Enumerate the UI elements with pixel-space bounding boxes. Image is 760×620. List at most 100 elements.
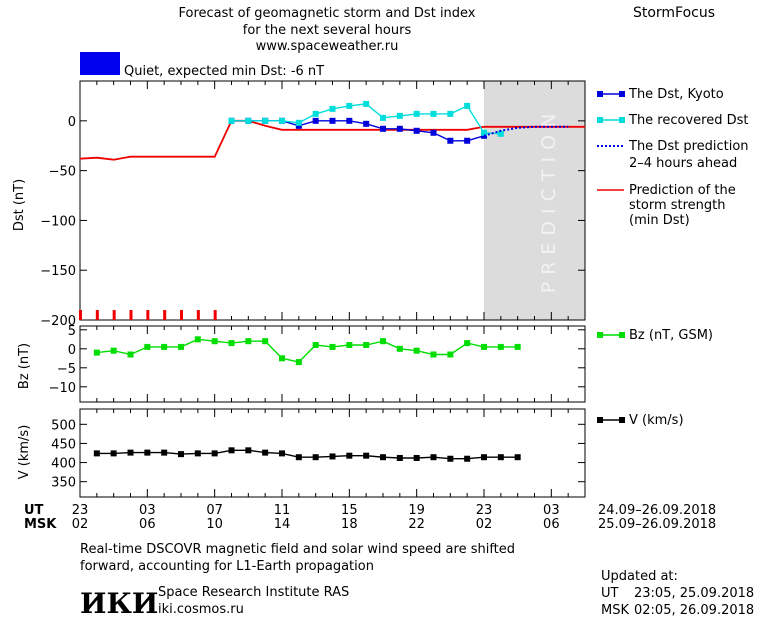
v-ytick-label: 500 bbox=[51, 418, 76, 433]
chart-title-line1: Forecast of geomagnetic storm and Dst in… bbox=[178, 6, 475, 21]
legend-label-v: V (km/s) bbox=[629, 413, 684, 428]
data-point-the-dst-kyoto bbox=[396, 125, 403, 132]
series-line-prediction-of-the bbox=[79, 119, 585, 161]
data-point-bz-nt-gsm bbox=[262, 338, 269, 345]
legend-marker-v bbox=[597, 417, 603, 423]
data-point-the-recovered-dst bbox=[346, 102, 353, 109]
institute-name: Space Research Institute RAS bbox=[158, 585, 349, 600]
legend-dst-prediction: The Dst prediction 2–4 hours ahead bbox=[597, 139, 749, 171]
data-point-the-recovered-dst bbox=[312, 110, 319, 117]
legend-storm-strength: Prediction of the storm strength (min Ds… bbox=[597, 183, 736, 228]
ut-tick-label: 15 bbox=[341, 503, 358, 518]
data-point-bz-nt-gsm bbox=[346, 342, 353, 348]
msk-date-range: 25.09–26.09.2018 bbox=[598, 517, 716, 532]
legend-label-storm-strength: Prediction of the bbox=[629, 183, 736, 198]
data-point-v-km-s bbox=[380, 454, 386, 461]
bz-ytick-label: 0 bbox=[68, 343, 76, 358]
msk-tick-label: 10 bbox=[206, 517, 223, 532]
data-point-v-km-s bbox=[279, 450, 285, 457]
data-point-bz-nt-gsm bbox=[178, 343, 184, 350]
ut-tick-label: 19 bbox=[408, 503, 425, 518]
data-point-v-km-s bbox=[228, 447, 235, 454]
data-point-bz-nt-gsm bbox=[228, 340, 235, 347]
dst-axis-label: Dst (nT) bbox=[12, 179, 27, 231]
msk-tick-label: 02 bbox=[476, 517, 493, 532]
storm-bar bbox=[146, 310, 150, 320]
bz-ytick-label: 5 bbox=[68, 324, 76, 339]
legend-label-bz: Bz (nT, GSM) bbox=[629, 328, 713, 343]
data-point-the-recovered-dst bbox=[262, 117, 269, 124]
dst-panel: Dst (nT) 0 −50 −100 −150 −200 bbox=[12, 80, 586, 329]
status-color-swatch bbox=[80, 52, 120, 75]
msk-tick-labels: 02 06 10 14 18 22 02 06 bbox=[72, 517, 560, 532]
ut-tick-label: 07 bbox=[206, 503, 223, 518]
data-point-v-km-s bbox=[497, 454, 504, 461]
ut-date-range: 24.09–26.09.2018 bbox=[598, 503, 716, 518]
data-point-bz-nt-gsm bbox=[245, 338, 252, 345]
storm-bar bbox=[163, 310, 167, 320]
data-point-bz-nt-gsm bbox=[295, 359, 302, 366]
data-point-bz-nt-gsm bbox=[380, 338, 386, 345]
data-point-bz-nt-gsm bbox=[144, 343, 151, 350]
legend-marker-bz bbox=[597, 332, 603, 338]
data-point-bz-nt-gsm bbox=[464, 340, 471, 347]
data-point-v-km-s bbox=[211, 450, 218, 457]
status-text: Quiet, expected min Dst: -6 nT bbox=[124, 64, 324, 79]
chart-title-line2: for the next several hours bbox=[243, 23, 412, 38]
msk-tick-label: 14 bbox=[274, 517, 291, 532]
brand-name: StormFocus bbox=[633, 5, 715, 21]
data-point-v-km-s bbox=[413, 454, 420, 461]
data-point-bz-nt-gsm bbox=[194, 336, 201, 343]
data-point-the-dst-kyoto bbox=[312, 117, 319, 124]
legend-marker-dst-kyoto-end bbox=[619, 91, 625, 97]
v-ytick-label: 450 bbox=[51, 437, 76, 452]
footer-note-line2: forward, accounting for L1-Earth propaga… bbox=[80, 559, 374, 574]
data-point-the-recovered-dst bbox=[380, 114, 386, 121]
legend-label-dst-kyoto: The Dst, Kyoto bbox=[628, 87, 724, 102]
data-point-bz-nt-gsm bbox=[329, 343, 336, 350]
series-line-the-dst-kyoto bbox=[231, 120, 485, 142]
data-point-v-km-s bbox=[245, 447, 252, 454]
data-point-the-recovered-dst bbox=[245, 117, 252, 124]
updated-ut-time: 23:05, 25.09.2018 bbox=[634, 586, 754, 601]
legend-marker-dst-kyoto bbox=[597, 91, 603, 97]
legend-bz: Bz (nT, GSM) bbox=[597, 328, 713, 343]
legend-marker-bz-end bbox=[619, 332, 625, 338]
data-point-the-recovered-dst bbox=[481, 129, 487, 136]
v-panel: V (km/s) 500 450 400 350 bbox=[17, 408, 586, 498]
dst-ytick-label: −150 bbox=[40, 264, 76, 279]
data-point-bz-nt-gsm bbox=[312, 342, 319, 348]
dst-ytick-label: −100 bbox=[40, 214, 76, 229]
data-point-the-recovered-dst bbox=[464, 102, 471, 109]
legend-label-dst-prediction: The Dst prediction bbox=[628, 139, 749, 154]
updated-msk-label: MSK bbox=[601, 603, 629, 618]
prediction-zone-label: PREDICTION bbox=[538, 107, 560, 294]
v-axis-label: V (km/s) bbox=[17, 425, 32, 480]
storm-bar bbox=[79, 310, 82, 320]
bz-series-group bbox=[93, 336, 521, 366]
bz-y-ticks: 5 0 −5 −10 bbox=[49, 324, 586, 402]
series-line-bz-nt-gsm bbox=[96, 338, 518, 363]
data-point-v-km-s bbox=[262, 449, 269, 456]
legend: The Dst, Kyoto The recovered Dst The Dst… bbox=[597, 87, 749, 428]
source-url: www.spaceweather.ru bbox=[256, 39, 399, 54]
msk-tick-label: 02 bbox=[72, 517, 89, 532]
data-point-the-recovered-dst bbox=[396, 112, 403, 119]
legend-label-recovered-dst: The recovered Dst bbox=[628, 113, 748, 128]
data-point-bz-nt-gsm bbox=[363, 342, 370, 348]
data-point-v-km-s bbox=[110, 450, 117, 457]
legend-recovered-dst: The recovered Dst bbox=[597, 113, 748, 128]
data-point-bz-nt-gsm bbox=[413, 347, 420, 354]
storm-bar bbox=[180, 310, 183, 320]
data-point-the-dst-kyoto bbox=[363, 120, 370, 127]
legend-marker-recovered-dst-end bbox=[619, 117, 625, 123]
data-point-the-recovered-dst bbox=[279, 117, 285, 124]
data-point-v-km-s bbox=[194, 450, 201, 457]
v-ytick-label: 350 bbox=[51, 476, 76, 491]
time-axis: UT MSK 23 03 07 11 15 19 23 03 02 06 10 14 18 22 02 06… bbox=[24, 503, 716, 532]
data-point-bz-nt-gsm bbox=[93, 349, 100, 356]
data-point-the-recovered-dst bbox=[413, 110, 420, 117]
data-point-the-dst-kyoto bbox=[447, 137, 454, 144]
data-point-the-recovered-dst bbox=[363, 100, 370, 107]
